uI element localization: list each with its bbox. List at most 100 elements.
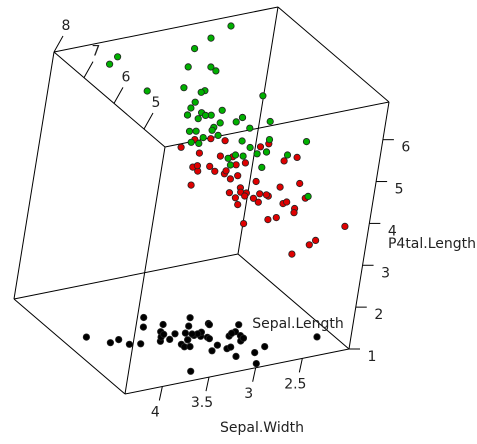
data-point [246, 124, 254, 132]
box-edge [53, 51, 166, 148]
data-point [283, 198, 291, 206]
data-point [256, 143, 265, 151]
data-point [293, 153, 301, 161]
data-point [239, 152, 247, 160]
data-point [180, 84, 188, 92]
plot-box-back-edges [13, 6, 390, 395]
z-axis-label: P4tal.Length [388, 236, 476, 252]
x-tick [113, 87, 124, 104]
data-point [264, 216, 272, 224]
box-edge [277, 6, 390, 103]
y-tick-label: 4 [151, 405, 160, 421]
data-point [106, 339, 115, 347]
data-point [186, 314, 194, 322]
data-point [106, 60, 114, 68]
x-tick-label: 7 [92, 44, 101, 60]
data-point [231, 151, 240, 159]
y-axis-label: Sepal.Width [220, 420, 304, 436]
data-point [234, 201, 242, 209]
y-tick-label: 2.5 [284, 376, 306, 392]
data-point [225, 189, 233, 197]
data-point [253, 150, 261, 158]
data-point [288, 250, 296, 258]
y-tick [205, 377, 210, 392]
box-edge [124, 146, 166, 395]
data-point [125, 340, 133, 348]
data-point [232, 118, 240, 126]
data-point [272, 214, 280, 222]
z-tick-label: 3 [381, 265, 390, 281]
data-point [177, 143, 185, 151]
y-tick [298, 358, 303, 373]
data-point [262, 191, 270, 199]
data-point [143, 87, 151, 95]
data-point [160, 330, 168, 338]
data-point [290, 209, 298, 217]
data-point [207, 135, 215, 143]
data-point [211, 167, 219, 175]
data-point [185, 127, 194, 135]
data-point [266, 117, 274, 126]
data-point [227, 22, 235, 30]
plot-box-front-edges [13, 6, 390, 395]
y-tick-label: 3.5 [191, 395, 213, 411]
data-point [226, 175, 234, 183]
data-point [201, 111, 210, 120]
data-point [226, 161, 234, 169]
data-point [341, 222, 349, 230]
data-point [280, 157, 288, 165]
box-edge [348, 101, 390, 350]
data-point [305, 241, 313, 249]
data-point [188, 330, 196, 338]
data-point [240, 220, 248, 228]
data-point [114, 53, 122, 61]
z-tick-label: 6 [401, 140, 410, 156]
data-point [259, 92, 267, 100]
data-point [194, 115, 202, 123]
z-tick-label: 2 [374, 307, 383, 323]
data-point [311, 236, 320, 244]
data-point [227, 343, 235, 351]
data-point [207, 63, 215, 71]
x-tick-label: 5 [152, 95, 161, 111]
data-point [238, 137, 246, 145]
data-point [205, 335, 213, 343]
data-point [222, 167, 230, 175]
x-tick-label: 8 [62, 18, 71, 34]
y-tick-label: 3 [244, 386, 253, 402]
data-point [187, 367, 195, 375]
data-point [187, 181, 195, 189]
data-point [235, 321, 243, 329]
data-point [183, 111, 192, 119]
data-point [205, 321, 213, 329]
data-point [197, 88, 205, 96]
data-point [191, 44, 199, 53]
data-point [254, 198, 262, 206]
data-point [302, 138, 311, 146]
data-point [252, 177, 260, 186]
data-point [262, 148, 271, 156]
data-point [283, 151, 292, 159]
y-tick [158, 386, 163, 401]
axes: 5 6 7 8 2.5 3 3.5 4 1 2 3 4 5 6 [53, 18, 410, 421]
data-point [139, 323, 147, 331]
box-edge [13, 253, 239, 300]
data-point [181, 329, 189, 337]
data-point [191, 98, 199, 106]
data-point [216, 119, 224, 127]
data-point [186, 342, 194, 351]
data-point [214, 131, 222, 139]
box-edge [13, 298, 126, 395]
data-point [159, 320, 167, 329]
data-point [212, 67, 220, 75]
data-point [216, 152, 224, 160]
data-point [187, 104, 195, 112]
data-point [208, 126, 216, 134]
x-tick-label: 6 [122, 69, 131, 85]
data-point [166, 335, 174, 343]
x-tick [83, 61, 94, 78]
data-point [221, 137, 229, 145]
data-point [238, 113, 247, 122]
data-point [199, 134, 207, 142]
